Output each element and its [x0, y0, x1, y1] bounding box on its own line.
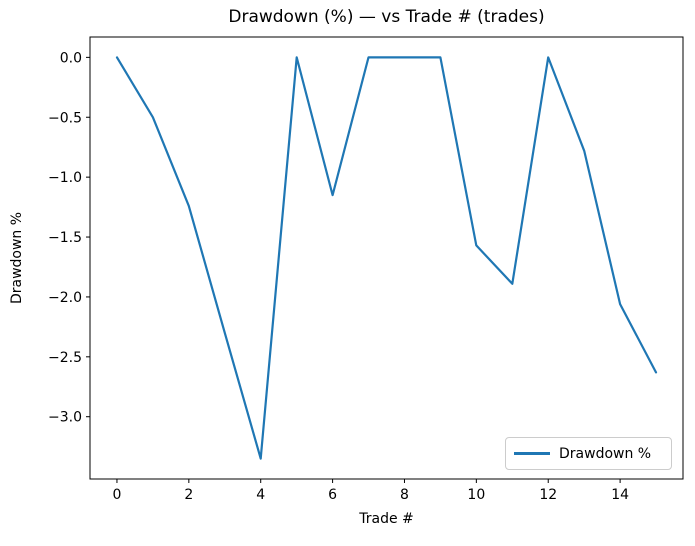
x-axis-label: Trade #	[359, 511, 414, 527]
legend-line-sample	[514, 452, 550, 455]
x-tick-label: 14	[611, 487, 629, 503]
y-tick-label: −3.0	[48, 410, 82, 426]
x-tick-label: 10	[467, 487, 485, 503]
x-tick-label: 8	[400, 487, 409, 503]
y-tick-label: −2.5	[48, 350, 82, 366]
y-tick-label: 0.0	[60, 50, 82, 66]
x-tick-label: 6	[328, 487, 337, 503]
y-tick-label: −0.5	[48, 110, 82, 126]
chart-title: Drawdown (%) — vs Trade # (trades)	[228, 7, 545, 27]
x-tick-label: 0	[112, 487, 121, 503]
y-tick-label: −2.0	[48, 290, 82, 306]
y-tick-label: −1.0	[48, 170, 82, 186]
x-tick-label: 12	[539, 487, 557, 503]
x-tick-label: 2	[184, 487, 193, 503]
plot-border	[89, 36, 684, 480]
y-tick-label: −1.5	[48, 230, 82, 246]
x-tick-label: 4	[256, 487, 265, 503]
legend: Drawdown %	[505, 437, 672, 470]
legend-label: Drawdown %	[559, 445, 652, 462]
drawdown-line	[115, 56, 658, 460]
